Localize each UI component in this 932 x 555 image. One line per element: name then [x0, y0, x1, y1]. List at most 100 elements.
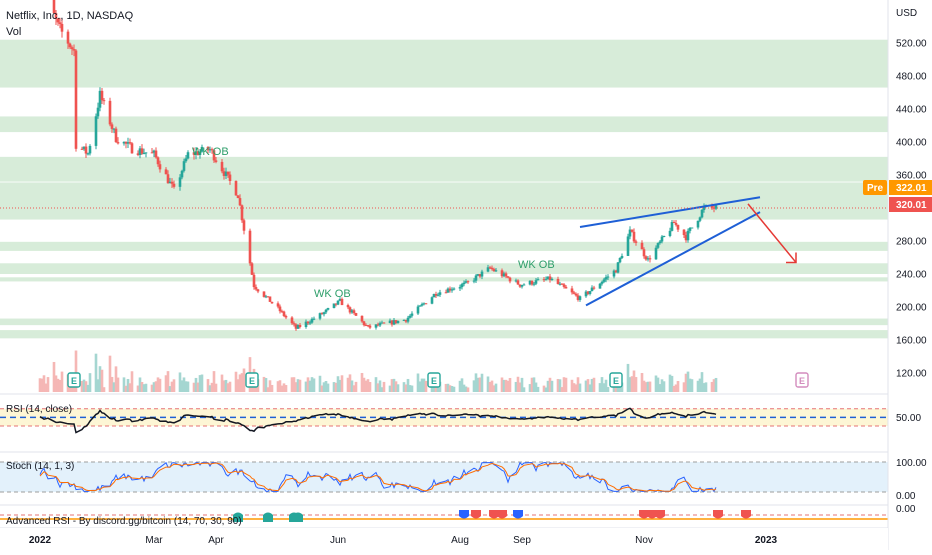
candle — [522, 283, 526, 286]
price-axis[interactable] — [888, 0, 932, 550]
volume-bar — [632, 370, 636, 392]
stoch-d-line — [39, 462, 717, 492]
time-axis[interactable] — [0, 528, 888, 550]
candle — [614, 269, 618, 273]
adv-rsi-buy-signal — [233, 512, 243, 522]
volume-bar — [490, 380, 494, 392]
wedge-lower-trendline[interactable] — [585, 211, 761, 307]
volume-bar — [352, 385, 356, 392]
volume-bar — [116, 377, 120, 392]
volume-bar — [264, 378, 268, 392]
volume-bar — [534, 382, 538, 392]
candle — [644, 255, 648, 261]
candle — [476, 274, 480, 277]
volume-bar — [606, 387, 610, 392]
volume-bar — [112, 382, 116, 392]
candle — [528, 280, 532, 286]
volume-bar — [602, 383, 606, 392]
volume-bar — [410, 385, 414, 392]
earnings-marker[interactable]: E — [245, 372, 259, 388]
volume-bar — [388, 385, 392, 392]
volume-bar — [378, 380, 382, 392]
candle — [238, 194, 242, 207]
volume-bar — [220, 374, 224, 392]
volume-bar — [54, 375, 58, 392]
volume-bar — [336, 376, 340, 392]
candle — [250, 262, 254, 275]
candle — [438, 289, 442, 297]
volume-bar — [166, 371, 170, 392]
candle — [156, 156, 160, 167]
volume-bar — [368, 382, 372, 392]
wedge-upper-trendline[interactable] — [579, 196, 761, 228]
earnings-marker[interactable]: E — [427, 372, 441, 388]
volume-bar — [646, 381, 650, 392]
volume-bar — [228, 381, 232, 392]
candle — [534, 277, 538, 286]
volume-bar — [318, 375, 322, 392]
candle — [108, 97, 112, 127]
volume-bar — [408, 385, 412, 392]
candle — [654, 245, 658, 260]
volume-bar — [500, 377, 504, 392]
volume-bar — [590, 378, 594, 392]
projection-arrow[interactable] — [747, 203, 797, 263]
candle — [514, 278, 518, 283]
earnings-marker[interactable]: E — [67, 372, 81, 388]
volume-bar — [170, 381, 174, 392]
candle — [98, 87, 102, 112]
candle — [282, 310, 286, 318]
volume-bar — [114, 366, 118, 392]
price-tick-label: 160.00 — [896, 336, 927, 347]
candle — [670, 220, 674, 232]
volume-bar — [366, 379, 370, 392]
adv-rsi-buy-signal — [263, 512, 273, 522]
candle — [84, 143, 88, 158]
candle — [648, 255, 652, 263]
candle — [462, 280, 466, 287]
volume-bar — [38, 378, 42, 392]
candle — [674, 219, 678, 227]
earnings-marker[interactable]: E — [609, 372, 623, 388]
stoch-title: Stoch (14, 1, 3) — [6, 461, 74, 472]
svg-text:E: E — [249, 376, 255, 386]
candle — [80, 146, 84, 150]
candle — [206, 146, 210, 154]
candle — [172, 180, 176, 189]
candle — [72, 44, 76, 57]
candle — [634, 239, 638, 246]
earnings-marker[interactable]: E — [795, 372, 809, 388]
adv-rsi-sell-signal — [647, 510, 657, 519]
candle — [684, 231, 688, 243]
volume-bar — [642, 380, 646, 392]
volume-bar — [364, 380, 368, 392]
volume-bar — [604, 379, 608, 392]
candle — [194, 147, 198, 160]
volume-bar — [492, 385, 496, 392]
candle — [690, 227, 694, 229]
candle — [226, 171, 230, 178]
candle — [584, 290, 588, 298]
price-tick-label: 200.00 — [896, 303, 927, 314]
candle — [590, 285, 594, 292]
supply-demand-zone-4 — [0, 241, 888, 251]
volume-bar — [676, 380, 680, 392]
volume-bar — [420, 378, 424, 392]
wk-ob-label: WK OB — [192, 146, 229, 158]
svg-text:322.01: 322.01 — [896, 183, 927, 194]
candle — [144, 152, 148, 158]
candle — [170, 178, 174, 189]
candle — [432, 293, 436, 298]
candle — [408, 314, 412, 319]
volume-bar — [88, 373, 92, 392]
candle — [130, 142, 134, 154]
time-tick-label: Nov — [635, 535, 653, 546]
candle — [592, 285, 596, 290]
volume-bar — [332, 382, 336, 392]
candle — [142, 148, 146, 155]
volume-bar — [418, 381, 422, 392]
price-tick-label: 120.00 — [896, 369, 927, 380]
volume-bar — [196, 382, 200, 392]
